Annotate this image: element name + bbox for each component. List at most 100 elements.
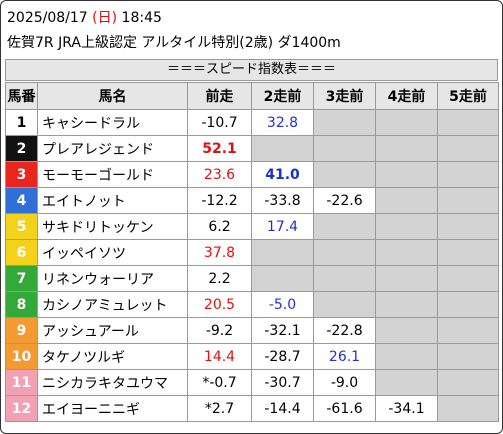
speed-index: -22.8	[313, 317, 376, 344]
speed-index: 41.0	[251, 161, 314, 188]
row: 2 プレアレジェンド 52.1	[5, 135, 499, 162]
column-header: 3走前	[313, 82, 376, 110]
speed-index: -9.0	[313, 369, 376, 396]
speed-index: -10.7	[187, 109, 252, 136]
horse-name: プレアレジェンド	[37, 135, 188, 162]
empty-cell	[437, 135, 499, 162]
column-header: 2走前	[251, 82, 314, 110]
row: 1 キャシードラル -10.7 32.8	[5, 109, 499, 136]
empty-cell	[437, 369, 499, 396]
column-header: 馬番	[5, 82, 38, 110]
empty-cell	[313, 291, 376, 318]
horse-number: 1	[5, 109, 38, 136]
empty-cell	[437, 343, 499, 370]
speed-index: *2.7	[187, 395, 252, 422]
row: 12 エイヨーニニギ *2.7 -14.4 -61.6 -34.1	[5, 395, 499, 422]
row: 4 エイトノット -12.2 -33.8 -22.6	[5, 187, 499, 214]
empty-cell	[313, 161, 376, 188]
horse-name: サキドリトッケン	[37, 213, 188, 240]
empty-cell	[375, 369, 438, 396]
horse-number: 5	[5, 213, 38, 240]
speed-index: *-0.7	[187, 369, 252, 396]
speed-index: -34.1	[375, 395, 438, 422]
horse-number: 11	[5, 369, 38, 396]
time: 18:45	[121, 10, 162, 26]
horse-name: ニシカラキタユウマ	[37, 369, 188, 396]
empty-cell	[375, 291, 438, 318]
empty-cell	[313, 239, 376, 266]
empty-cell	[251, 265, 314, 292]
empty-cell	[313, 265, 376, 292]
empty-cell	[251, 135, 314, 162]
horse-name: イッペイソツ	[37, 239, 188, 266]
date-line: 2025/08/17 (日) 18:45	[7, 7, 162, 27]
speed-index: 20.5	[187, 291, 252, 318]
row: 6 イッペイソツ 37.8	[5, 239, 499, 266]
row: 10 タケノツルギ 14.4 -28.7 26.1	[5, 343, 499, 370]
empty-cell	[251, 239, 314, 266]
speed-index: -12.2	[187, 187, 252, 214]
empty-cell	[437, 395, 499, 422]
horse-number: 4	[5, 187, 38, 214]
speed-index: -30.7	[251, 369, 314, 396]
empty-cell	[313, 109, 376, 136]
empty-cell	[437, 161, 499, 188]
horse-name: アッシュアール	[37, 317, 188, 344]
horse-name: キャシードラル	[37, 109, 188, 136]
speed-index: -32.1	[251, 317, 314, 344]
speed-index: -61.6	[313, 395, 376, 422]
horse-number: 9	[5, 317, 38, 344]
empty-cell	[437, 109, 499, 136]
column-header: 前走	[187, 82, 252, 110]
date: 2025/08/17	[7, 10, 88, 26]
speed-index: 17.4	[251, 213, 314, 240]
empty-cell	[313, 213, 376, 240]
row: 5 サキドリトッケン 6.2 17.4	[5, 213, 499, 240]
empty-cell	[375, 265, 438, 292]
horse-name: エイヨーニニギ	[37, 395, 188, 422]
empty-cell	[437, 239, 499, 266]
speed-index: 23.6	[187, 161, 252, 188]
horse-name: タケノツルギ	[37, 343, 188, 370]
column-header: 4走前	[375, 82, 438, 110]
race: 佐賀7R JRA上級認定 アルタイル特別(2歳) ダ1400m	[7, 35, 341, 51]
speed-index: 6.2	[187, 213, 252, 240]
speed-index: -14.4	[251, 395, 314, 422]
empty-cell	[375, 187, 438, 214]
speed-index: 52.1	[187, 135, 252, 162]
speed-index: -9.2	[187, 317, 252, 344]
horse-name: カシノアミュレット	[37, 291, 188, 318]
empty-cell	[375, 109, 438, 136]
horse-number: 2	[5, 135, 38, 162]
speed-table: 馬番 馬名 前走 2走前 3走前 4走前 5走前 1 キャシードラル -10.7 32.8 2 プレア…	[5, 82, 499, 422]
speed-index: 2.2	[187, 265, 252, 292]
speed-index: -22.6	[313, 187, 376, 214]
horse-number: 3	[5, 161, 38, 188]
horse-number: 6	[5, 239, 38, 266]
empty-cell	[437, 291, 499, 318]
empty-cell	[375, 213, 438, 240]
speed-index: 26.1	[313, 343, 376, 370]
horse-name: リネンウォーリア	[37, 265, 188, 292]
speed-index: -28.7	[251, 343, 314, 370]
empty-cell	[375, 239, 438, 266]
horse-name: モーモーゴールド	[37, 161, 188, 188]
table-title: ＝＝＝スピード指数表＝＝＝	[5, 59, 498, 81]
horse-number: 8	[5, 291, 38, 318]
row: 7 リネンウォーリア 2.2	[5, 265, 499, 292]
column-header: 馬名	[37, 82, 188, 110]
row: 3 モーモーゴールド 23.6 41.0	[5, 161, 499, 188]
empty-cell	[437, 317, 499, 344]
empty-cell	[313, 135, 376, 162]
horse-name: エイトノット	[37, 187, 188, 214]
column-header: 5走前	[437, 82, 499, 110]
speed-index: 32.8	[251, 109, 314, 136]
horse-number: 10	[5, 343, 38, 370]
empty-cell	[375, 317, 438, 344]
empty-cell	[375, 161, 438, 188]
speed-index: -33.8	[251, 187, 314, 214]
row: 11 ニシカラキタユウマ *-0.7 -30.7 -9.0	[5, 369, 499, 396]
header-row: 馬番 馬名 前走 2走前 3走前 4走前 5走前	[5, 82, 499, 110]
weekday: (日)	[92, 10, 118, 26]
